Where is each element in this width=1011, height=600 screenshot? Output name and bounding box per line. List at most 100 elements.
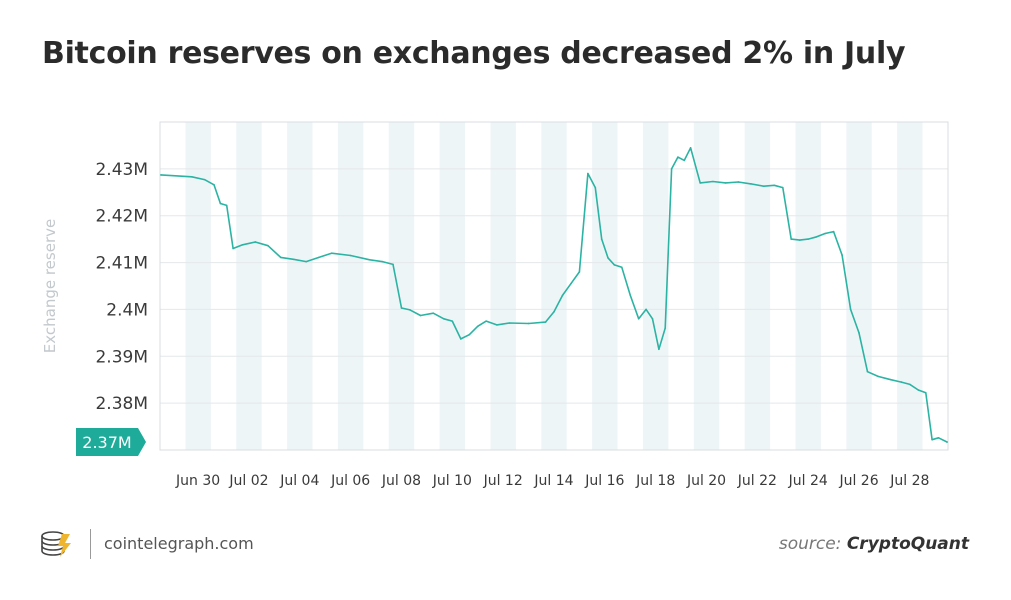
data-point [620,266,623,269]
data-point [750,183,752,185]
data-point [561,294,564,297]
data-point [508,322,511,324]
data-point [931,438,933,441]
data-point [866,370,869,373]
data-point [553,310,555,313]
date-band [897,122,923,450]
data-point [900,381,903,383]
x-tick-label: Jul 20 [686,473,726,489]
data-point [232,247,234,250]
y-tick-label: 2.39M [95,347,148,367]
y-tick-label: 2.43M [95,160,148,180]
date-band [642,122,669,450]
data-point [629,294,632,297]
x-tick-label: Jul 10 [432,473,472,489]
data-point [459,338,462,340]
date-band [388,122,415,450]
data-point [432,312,435,314]
y-tick-label: 2.38M [95,394,148,414]
data-point [807,238,809,240]
y-tick-label: 2.4M [106,300,148,320]
data-point [651,318,654,320]
data-point [219,202,222,205]
data-point [476,325,479,328]
data-point [587,172,589,175]
data-point [762,185,765,187]
data-point [858,332,860,334]
data-point [392,263,394,266]
data-point [877,375,879,378]
data-point [496,324,498,326]
series-group [160,146,948,443]
data-point [241,243,244,246]
x-tick-label: Jul 08 [381,473,421,489]
cointelegraph-coins-icon [41,531,71,557]
date-band [795,122,821,450]
last-value-badge [76,428,146,457]
data-point [689,146,692,149]
last-value-text: 2.37M [82,433,131,452]
date-band [236,122,262,450]
data-point [670,168,673,170]
data-point [841,254,843,256]
data-point [381,260,384,263]
date-band [592,122,618,450]
x-tick-label: Jul 02 [228,473,268,489]
x-tick-label: Jul 22 [737,473,777,489]
data-point [468,333,471,336]
x-tick-label: Jul 12 [483,473,523,489]
data-point [330,252,333,254]
data-point [712,180,714,183]
data-point [160,174,162,176]
data-point [400,307,403,309]
data-point [824,232,826,235]
data-point [909,383,911,386]
data-point [349,254,352,257]
footer-site[interactable]: cointelegraph.com [104,534,254,553]
date-band [185,122,211,450]
data-point [832,230,835,233]
x-tick-label: Jul 18 [635,473,675,489]
data-point [190,176,193,178]
data-point [699,182,701,184]
data-point [419,314,422,317]
date-band [287,122,313,450]
data-point [798,239,801,241]
data-point [305,260,307,263]
chart-title: Bitcoin reserves on exchanges decreased … [42,36,906,71]
date-band [846,122,872,450]
x-tick-label: Jul 16 [584,473,624,489]
data-point [485,320,488,322]
data-point [368,258,371,261]
data-point [318,256,320,259]
data-point [677,156,679,158]
date-band [337,122,364,450]
data-point [683,159,686,162]
data-point [578,271,581,273]
footer-source: source: CryptoQuant [779,534,969,554]
footer-divider [90,529,91,559]
data-point [527,322,530,325]
gridlines [160,168,948,404]
data-point [225,204,228,207]
data-point [213,183,215,186]
source-name: CryptoQuant [846,534,969,554]
data-point [203,178,206,181]
data-point [645,308,647,311]
data-point [594,186,597,189]
series-line [160,147,948,443]
data-point [451,320,454,322]
x-tick-label: Jun 30 [175,473,220,489]
data-point [781,186,784,189]
data-point [544,321,547,323]
x-tick-label: Jul 24 [788,473,828,489]
plot-frame [159,121,949,451]
data-point [664,327,667,329]
data-point [600,238,603,240]
x-tick-label: Jul 06 [330,473,370,489]
data-point [570,282,572,285]
data-point [658,348,660,351]
data-point [279,256,282,259]
data-point [724,182,727,184]
data-point [607,257,609,259]
